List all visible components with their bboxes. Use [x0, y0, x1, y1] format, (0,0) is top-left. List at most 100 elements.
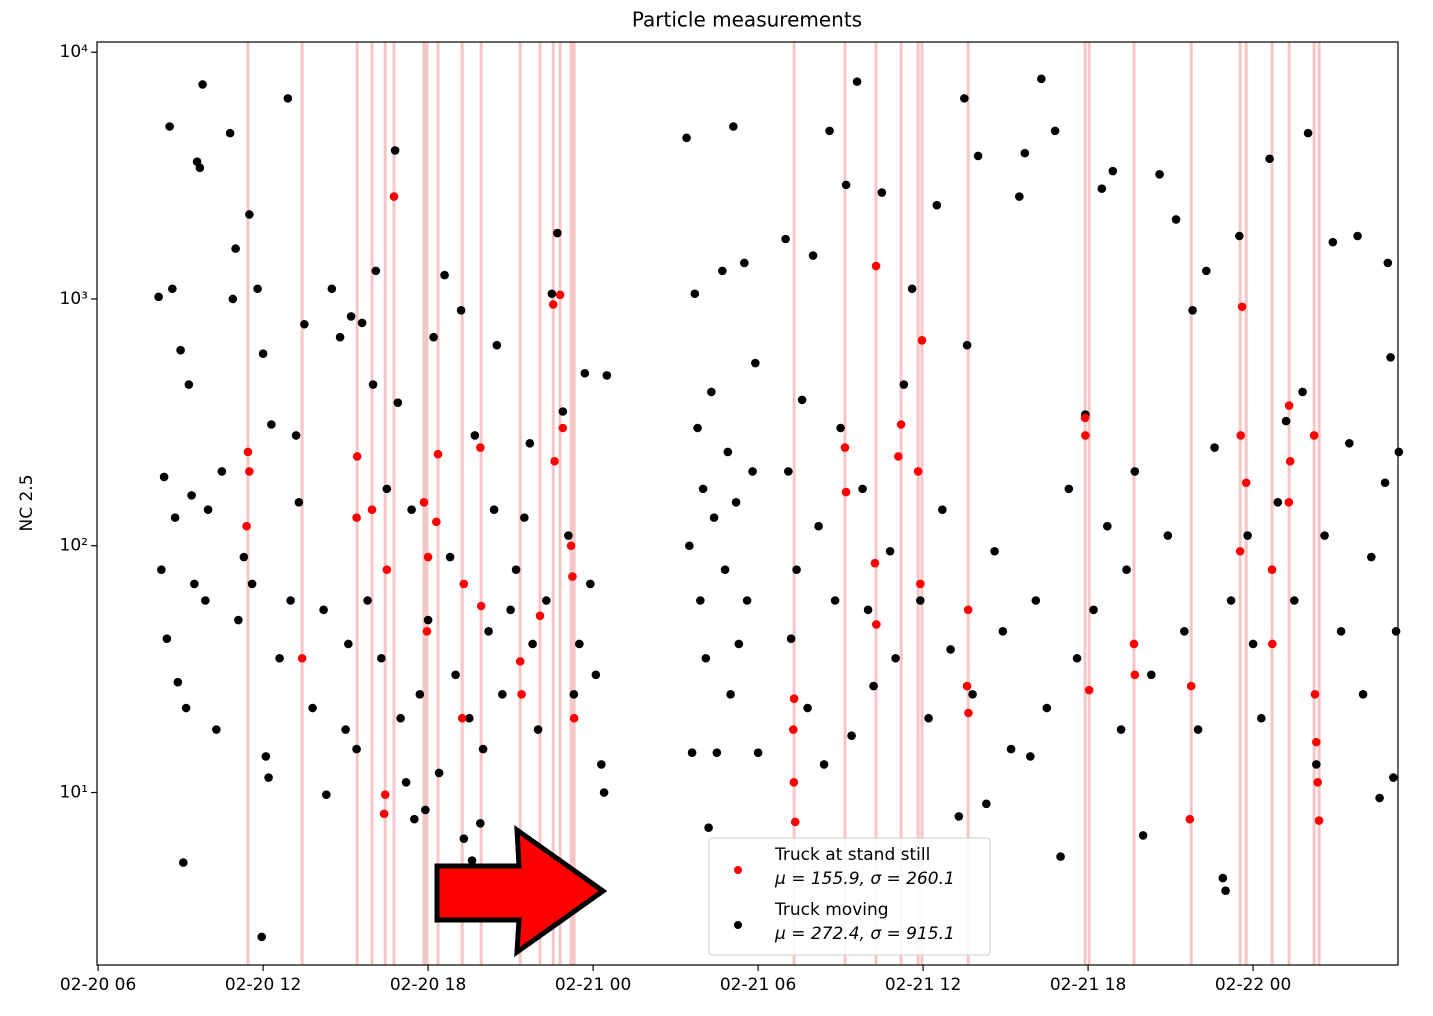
data-point [258, 349, 268, 359]
stand-still-span [518, 42, 522, 965]
legend-marker [734, 921, 742, 929]
data-point [962, 681, 972, 691]
data-point [1097, 184, 1107, 193]
data-point [726, 690, 735, 699]
stand-still-span [1238, 42, 1242, 965]
data-point [1336, 627, 1346, 636]
data-point [720, 565, 730, 574]
data-point [344, 639, 353, 649]
data-point [179, 858, 188, 867]
stand-still-span [246, 42, 250, 965]
data-point [377, 653, 386, 663]
legend-label: Truck moving [774, 900, 889, 920]
stand-still-span [551, 42, 555, 965]
data-point [568, 572, 577, 581]
data-point [535, 611, 545, 621]
stand-still-span [874, 42, 878, 965]
stand-still-span [392, 42, 396, 965]
data-point [1273, 497, 1283, 507]
data-point [1108, 166, 1118, 176]
y-tick-label: 10² [60, 536, 88, 556]
data-point [489, 505, 499, 514]
data-point [718, 266, 727, 276]
data-point [709, 513, 719, 522]
data-point [1320, 531, 1329, 540]
data-point [1226, 596, 1236, 605]
data-point [245, 210, 254, 219]
data-point [1309, 431, 1319, 440]
data-point [1237, 302, 1247, 312]
data-point [170, 513, 180, 522]
stand-still-span [436, 42, 440, 965]
data-point [407, 505, 416, 514]
data-point [863, 605, 873, 615]
data-point [341, 725, 350, 734]
data-point [319, 605, 328, 615]
data-point [1138, 831, 1148, 840]
data-point [257, 932, 267, 942]
data-point [803, 703, 812, 713]
data-point [731, 497, 741, 507]
data-point [478, 744, 488, 754]
stand-still-span [479, 42, 483, 965]
data-point [368, 380, 378, 389]
data-point [682, 133, 691, 143]
data-point [1389, 773, 1398, 782]
data-point [784, 467, 793, 476]
data-point [569, 690, 579, 699]
x-tick-label: 02-20 12 [225, 975, 301, 995]
data-point [704, 823, 713, 833]
data-point [946, 645, 955, 654]
data-point [389, 192, 399, 201]
data-point [825, 126, 834, 136]
data-point [896, 420, 906, 429]
data-point [698, 484, 708, 494]
data-point [1284, 497, 1294, 507]
data-point [1031, 596, 1041, 605]
data-point [239, 552, 249, 562]
data-point [687, 748, 697, 757]
data-point [396, 713, 405, 723]
y-tick-label: 10³ [60, 289, 88, 309]
data-point [748, 467, 757, 476]
data-point [1185, 814, 1195, 824]
data-point [1268, 639, 1277, 649]
data-point [242, 521, 251, 531]
data-point [264, 773, 273, 782]
data-point [555, 290, 565, 300]
data-point [1314, 816, 1324, 825]
data-point [982, 799, 991, 809]
data-point [869, 681, 878, 691]
data-point [294, 497, 304, 507]
data-point [286, 596, 295, 605]
data-point [459, 579, 469, 589]
data-point [575, 639, 584, 649]
data-point [899, 380, 909, 389]
data-point [1020, 148, 1030, 158]
data-point [1380, 478, 1390, 488]
data-point [1257, 713, 1266, 723]
data-point [367, 505, 377, 514]
data-point [548, 300, 558, 309]
data-point [696, 596, 705, 605]
data-point [300, 319, 309, 329]
data-point [476, 819, 485, 828]
points [154, 74, 1404, 942]
data-point [517, 690, 526, 699]
data-point [440, 270, 449, 280]
y-tick-label: 10⁴ [60, 42, 89, 62]
data-point [712, 748, 722, 757]
data-point [1235, 546, 1245, 556]
data-point [591, 670, 601, 680]
data-point [1171, 215, 1181, 224]
x-tick-label: 02-20 18 [390, 975, 466, 995]
data-point [858, 484, 867, 494]
spans [246, 42, 1321, 965]
data-point [1290, 596, 1299, 605]
data-point [1129, 639, 1139, 649]
stand-still-span [355, 42, 359, 965]
data-point [445, 552, 455, 562]
data-point [476, 443, 485, 452]
data-point [693, 423, 702, 433]
data-point [275, 653, 284, 663]
